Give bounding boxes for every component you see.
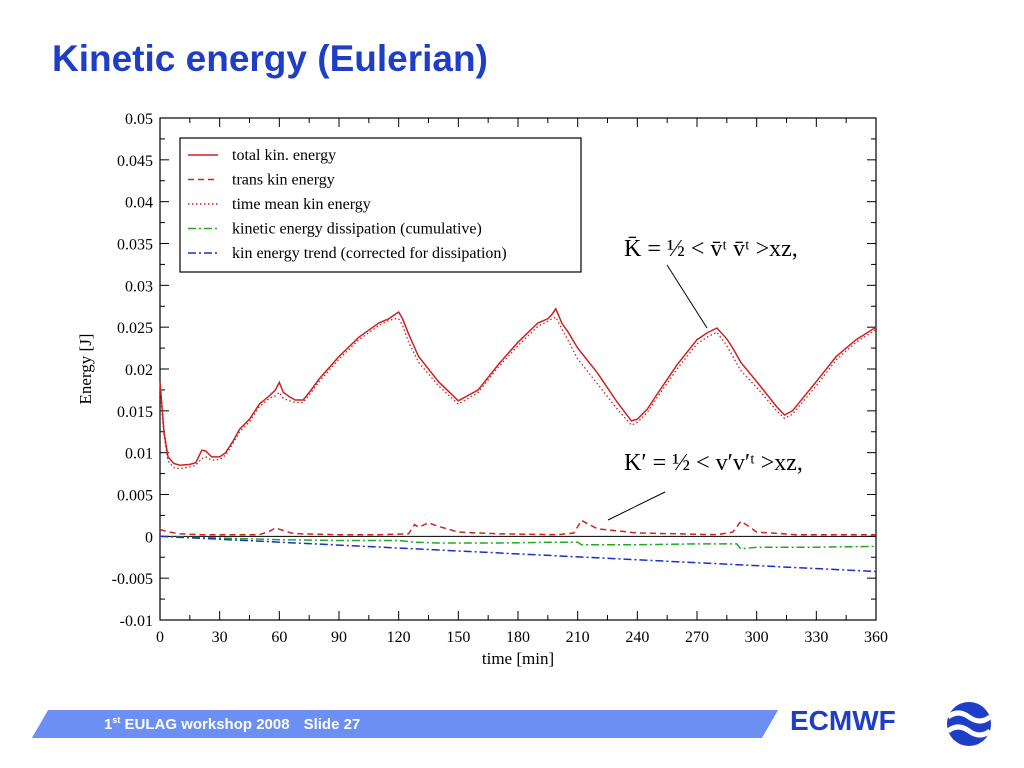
footer-text: 1st EULAG workshop 2008 Slide 27: [104, 715, 360, 733]
x-tick-label: 150: [446, 629, 470, 646]
brand-name: ECMWF: [790, 705, 896, 736]
legend-label-4: kin energy trend (corrected for dissipat…: [232, 245, 507, 262]
x-axis-label: time [min]: [482, 649, 554, 668]
legend-label-3: kinetic energy dissipation (cumulative): [232, 221, 482, 238]
series-lines: [159, 307, 877, 573]
y-tick-label: 0.035: [117, 237, 153, 254]
x-tick-label: 240: [625, 629, 649, 646]
series-line-3: [159, 535, 877, 550]
x-tick-label: 300: [745, 629, 769, 646]
y-tick-labels: -0.01 -0.005 0 0.005 0.01 0.015 0.02 0.025 0.03 0…: [112, 111, 153, 630]
x-tick-label: 30: [212, 629, 228, 646]
formula-perturbation-energy: K′ = ½ < v′v′ᵗ >xz,: [624, 450, 803, 476]
formula-mean-energy: K̄ = ½ < v̄ᵗ v̄ᵗ >xz,: [624, 236, 798, 262]
y-tick-label: 0.04: [125, 195, 153, 212]
y-tick-label: 0.045: [117, 153, 153, 170]
y-tick-label: 0.005: [117, 488, 153, 505]
callout-perturbation: [607, 491, 666, 521]
x-tick-labels: 0 30 60 90 120 150 180 210 240 270 300 330 360: [156, 629, 888, 646]
y-tick-label: 0.05: [125, 111, 153, 128]
x-tick-label: 90: [331, 629, 347, 646]
footer-ordinal-suffix: st: [112, 715, 121, 725]
x-tick-label: 330: [804, 629, 828, 646]
callout-mean: [666, 264, 708, 329]
series-line-1: [159, 519, 876, 536]
slide-number: Slide 27: [303, 716, 361, 733]
x-tick-label: 120: [387, 629, 411, 646]
series-line-2: [159, 316, 877, 470]
series-line-4: [159, 535, 877, 573]
energy-chart: -0.01 -0.005 0 0.005 0.01 0.015 0.02 0.025 0.03 0…: [76, 111, 888, 668]
legend-label-0: total kin. energy: [232, 147, 336, 164]
legend-label-1: trans kin energy: [232, 172, 335, 189]
legend-entries: total kin. energy trans kin energy time me…: [188, 147, 507, 262]
y-tick-label: 0.02: [125, 362, 153, 379]
footer-ordinal: 1: [104, 716, 113, 733]
y-tick-label: -0.005: [112, 571, 153, 588]
footer-event: EULAG workshop 2008: [120, 716, 290, 733]
x-tick-label: 360: [864, 629, 888, 646]
y-tick-label: 0: [145, 529, 153, 546]
legend-box: [179, 137, 582, 273]
legend-label-2: time mean kin energy: [232, 196, 371, 213]
legend: total kin. energy trans kin energy time me…: [179, 137, 582, 273]
slide-title: Kinetic energy (Eulerian): [52, 38, 488, 79]
y-tick-label: -0.01: [120, 613, 153, 630]
series-line-0: [159, 307, 877, 466]
y-axis-label: Energy [J]: [76, 334, 95, 405]
y-tick-label: 0.01: [125, 446, 153, 463]
ecmwf-logo-icon: [946, 702, 992, 746]
y-tick-label: 0.03: [125, 278, 153, 295]
y-tick-label: 0.015: [117, 404, 153, 421]
y-tick-label: 0.025: [117, 320, 153, 337]
x-tick-label: 0: [156, 629, 164, 646]
x-tick-label: 270: [685, 629, 709, 646]
x-tick-label: 180: [506, 629, 530, 646]
x-tick-label: 210: [566, 629, 590, 646]
x-tick-label: 60: [271, 629, 287, 646]
